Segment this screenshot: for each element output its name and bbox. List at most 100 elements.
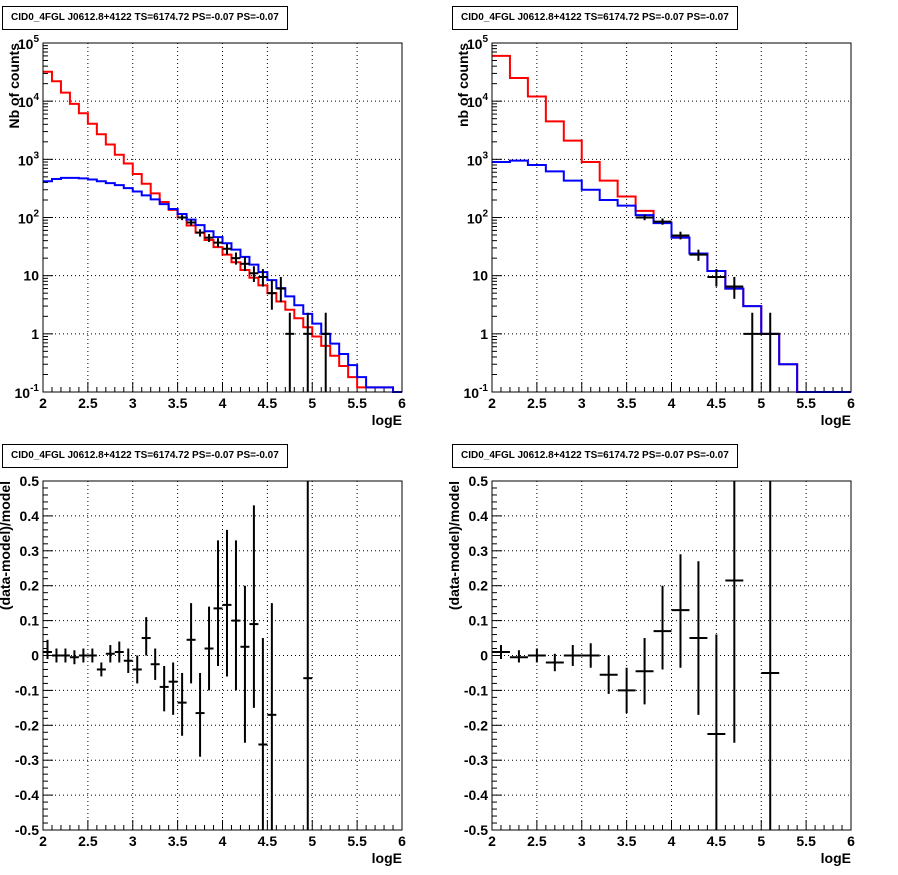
data-point	[204, 234, 214, 242]
residual-point	[159, 665, 169, 712]
y-tick-label: 0.4	[469, 508, 489, 524]
panel-3: 2 2.5 3 3.5 4 4.5 5 5.5 6 -0.5 -0.4 -0.3 -0.2 -0.1 0 0.…	[446, 473, 855, 866]
residual-point	[599, 655, 618, 694]
x-axis-label: logE	[821, 850, 851, 866]
x-tick-label: 6	[847, 833, 855, 849]
y-tick-label: 0.4	[20, 508, 40, 524]
y-tick-label: 104	[18, 92, 40, 110]
x-tick-label: 4	[668, 395, 676, 411]
residual-point	[222, 529, 232, 677]
x-tick-label: 2.5	[527, 833, 547, 849]
data-point	[240, 256, 250, 272]
residual-point	[707, 634, 726, 830]
residual-point	[509, 650, 528, 663]
y-tick-label: -0.2	[15, 717, 39, 733]
residual-point	[761, 481, 780, 830]
x-tick-label: 5	[757, 395, 765, 411]
data-point	[195, 229, 205, 237]
residual-point	[132, 655, 142, 684]
x-tick-label: 6	[398, 395, 406, 411]
y-tick-label: 0.1	[469, 613, 489, 629]
x-tick-label: 2	[39, 395, 47, 411]
residual-point	[87, 648, 97, 663]
residual-point	[186, 603, 196, 684]
panel-2: 2 2.5 3 3.5 4 4.5 5 5.5 6 -0.5 -0.4 -0.3 -0.2 -0.1 0 0.…	[0, 473, 406, 866]
data-point	[213, 238, 223, 248]
x-axis-label: logE	[372, 412, 402, 428]
data-point	[635, 214, 654, 221]
plot-frame	[491, 42, 852, 393]
y-tick-label: -0.4	[15, 787, 39, 803]
x-tick-label: 5	[308, 833, 316, 849]
y-tick-label: -0.3	[464, 752, 488, 768]
data-point	[671, 231, 690, 240]
y-tick-label: -0.1	[464, 682, 488, 698]
x-tick-label: 2	[488, 395, 496, 411]
x-tick-label: 6	[847, 395, 855, 411]
y-axis-label: (data-model)/model	[446, 481, 462, 610]
y-tick-label: -0.3	[15, 752, 39, 768]
residual-point	[249, 505, 259, 708]
x-tick-label: 4	[219, 395, 227, 411]
data-point	[285, 312, 295, 392]
y-tick-label: 0.5	[20, 473, 40, 489]
residual-point	[141, 617, 151, 656]
y-tick-label: 10-1	[15, 383, 40, 401]
y-tick-label: 0.2	[469, 578, 489, 594]
residual-point	[671, 554, 690, 668]
x-tick-label: 2	[39, 833, 47, 849]
y-tick-label: 103	[467, 150, 489, 168]
residual-point	[492, 645, 510, 659]
y-tick-label: 10	[472, 268, 488, 284]
blue-model-histogram	[43, 176, 402, 393]
data-point	[321, 312, 331, 392]
title-bottom-left: CID0_4FGL J0612.8+4122 TS=6174.72 PS=-0.…	[2, 444, 288, 468]
x-tick-label: 4	[668, 833, 676, 849]
y-tick-label: 0.2	[20, 578, 40, 594]
y-tick-label: 10	[23, 268, 39, 284]
residual-point	[617, 667, 636, 714]
x-tick-label: 2	[488, 833, 496, 849]
x-tick-label: 3	[129, 833, 137, 849]
residual-point	[725, 481, 744, 743]
panel-0: 2 2.5 3 3.5 4 4.5 5 5.5 6 10-1 1 10 102 103 104 105 logE…	[6, 34, 406, 428]
x-tick-label: 5.5	[796, 395, 816, 411]
data-point	[258, 269, 268, 287]
y-tick-label: 1	[480, 326, 488, 342]
data-point	[186, 219, 196, 226]
residual-point	[258, 638, 268, 830]
title-top-left: CID0_4FGL J0612.8+4122 TS=6174.72 PS=-0.…	[2, 6, 288, 30]
residual-point	[204, 606, 214, 691]
title-top-right: CID0_4FGL J0612.8+4122 TS=6174.72 PS=-0.…	[452, 6, 738, 30]
y-tick-label: 0.5	[469, 473, 489, 489]
y-axis-label: Nb of counts	[6, 43, 22, 129]
residual-point	[581, 643, 600, 668]
data-point	[222, 244, 232, 255]
residual-point	[240, 585, 250, 743]
x-tick-label: 5.5	[347, 395, 367, 411]
x-tick-label: 4.5	[707, 395, 727, 411]
data-point	[725, 276, 744, 299]
residual-point	[231, 540, 241, 691]
x-tick-label: 3	[578, 833, 586, 849]
residual-point	[195, 672, 205, 757]
residual-point	[635, 638, 654, 705]
x-axis-label: logE	[372, 850, 402, 866]
residual-point	[177, 672, 187, 736]
residual-point	[69, 650, 79, 665]
data-point	[707, 269, 726, 287]
residual-point	[303, 481, 313, 830]
residual-point	[653, 585, 672, 670]
y-axis-label: nb of counts	[455, 43, 471, 127]
red-model-histogram	[43, 70, 402, 393]
x-tick-label: 3.5	[617, 833, 637, 849]
plot-frame	[42, 480, 403, 831]
y-tick-label: 105	[18, 34, 40, 52]
x-tick-label: 5	[757, 833, 765, 849]
x-tick-label: 6	[398, 833, 406, 849]
residual-point	[114, 641, 124, 663]
title-bottom-right: CID0_4FGL J0612.8+4122 TS=6174.72 PS=-0.…	[452, 444, 738, 468]
residual-point	[563, 645, 582, 666]
residual-point	[123, 648, 133, 673]
